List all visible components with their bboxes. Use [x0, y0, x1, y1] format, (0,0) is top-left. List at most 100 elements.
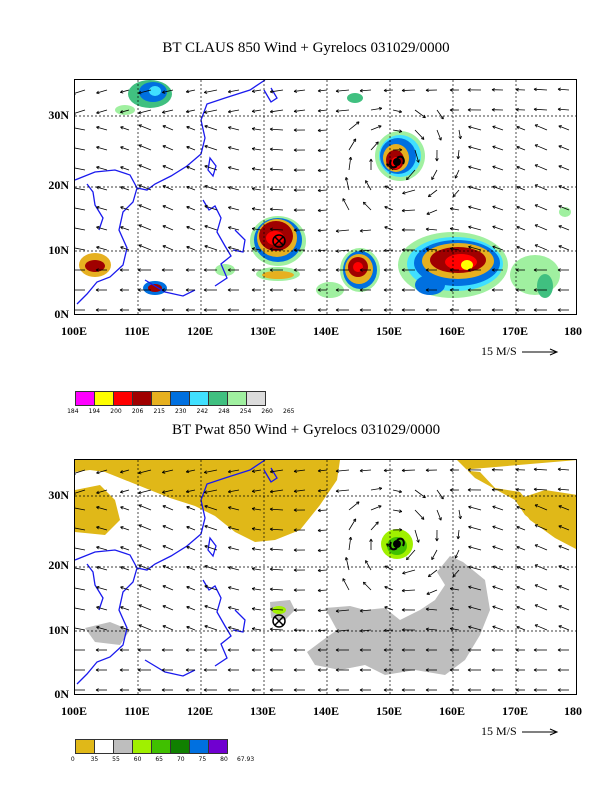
wind-vector-head	[416, 160, 419, 163]
wind-vector	[534, 204, 548, 211]
wind-vector	[138, 224, 152, 231]
wind-vector-head	[203, 268, 207, 271]
wind-vector	[162, 605, 174, 611]
wind-vector-head	[468, 125, 472, 127]
wind-vector-head	[120, 566, 123, 570]
wind-vector-head	[516, 626, 519, 630]
wind-vector-head	[383, 630, 387, 633]
wind-vector	[360, 89, 372, 92]
colorbar-label: 242	[196, 408, 209, 415]
wind-vector-head	[468, 606, 471, 609]
wind-vector-head	[95, 688, 99, 691]
wind-vector-head	[269, 669, 273, 672]
wind-vector-head	[352, 518, 356, 521]
wind-vector	[204, 89, 218, 93]
wind-vector-head	[378, 486, 382, 489]
wind-vector	[468, 246, 482, 251]
wind-vector	[228, 606, 240, 611]
wind-vector-head	[449, 228, 453, 231]
wind-vector	[383, 629, 394, 631]
wind-vector	[450, 228, 460, 231]
wind-vector-head	[251, 508, 255, 511]
wind-vector-head	[460, 515, 462, 519]
wind-vector	[431, 549, 438, 560]
wind-vector-head	[251, 188, 255, 191]
wind-vector-head	[359, 668, 363, 671]
wind-vector-head	[335, 109, 339, 112]
wind-vector-head	[335, 648, 339, 651]
wind-vector	[186, 146, 196, 151]
wind-vector-head	[420, 518, 425, 520]
wind-vector-head	[138, 472, 142, 475]
wind-vector-head	[204, 604, 208, 607]
wind-vector-head	[363, 201, 367, 204]
colorbar-label: 60	[133, 756, 142, 763]
wind-vector-head	[425, 269, 429, 272]
wind-vector-head	[449, 309, 453, 312]
colorbar-swatch	[113, 391, 133, 406]
wind-vector-head	[317, 628, 321, 631]
wind-vector-head	[449, 588, 453, 591]
wind-vector	[558, 545, 570, 551]
wind-vector	[450, 588, 460, 591]
wind-vector-head	[401, 648, 405, 651]
wind-vector-head	[450, 587, 454, 589]
wind-vector	[294, 89, 306, 92]
wind-vector	[75, 469, 86, 474]
wind-vector	[228, 146, 240, 151]
wind-vector-head	[293, 668, 297, 671]
wind-vector-head	[204, 244, 208, 247]
wind-vector-head	[186, 126, 189, 130]
wind-vector-head	[203, 688, 207, 691]
wind-vector-head	[251, 228, 255, 231]
wind-vector-head	[425, 268, 429, 271]
wind-vector-head	[359, 648, 363, 651]
colorbar-label: 265	[283, 408, 295, 415]
wind-vector	[120, 246, 130, 251]
wind-vector	[228, 89, 240, 93]
wind-vector-head	[344, 557, 347, 561]
wind-vector-head	[186, 91, 190, 94]
wind-vector	[558, 88, 570, 91]
wind-vector-head	[204, 92, 208, 94]
wind-vector-head	[162, 245, 166, 249]
wind-vector-head	[516, 546, 519, 550]
wind-vector	[162, 109, 174, 113]
wind-vector-head	[435, 158, 438, 162]
wind-vector-head	[120, 90, 123, 93]
panel1-map	[74, 79, 577, 315]
wind-vector-head	[348, 156, 352, 160]
wind-vector-head	[557, 308, 561, 311]
wind-vector-head	[425, 627, 429, 630]
wind-vector	[162, 585, 174, 591]
wind-vector-head	[96, 246, 99, 250]
wind-vector-head	[449, 268, 453, 271]
wind-vector-head	[204, 125, 208, 129]
wind-vector-head	[317, 510, 321, 513]
wind-vector-head	[227, 288, 231, 291]
wind-vector-head	[185, 648, 189, 651]
wind-vector-head	[418, 539, 420, 543]
wind-vector	[363, 581, 372, 591]
wind-vector-head	[293, 188, 297, 191]
wind-vector-head	[491, 289, 495, 292]
wind-vector	[186, 226, 196, 231]
wind-vector-head	[185, 89, 189, 93]
wind-vector-head	[335, 689, 339, 692]
wind-vector	[336, 469, 350, 472]
wind-vector	[384, 606, 394, 611]
wind-vector-head	[251, 227, 256, 229]
wind-vector-head	[534, 524, 538, 528]
wind-vector	[75, 167, 86, 171]
colorbar-swatch	[94, 391, 114, 406]
wind-vector-head	[228, 226, 232, 228]
wind-vector	[162, 469, 174, 473]
wind-vector-head	[228, 246, 231, 250]
wind-vector-head	[161, 648, 165, 651]
wind-vector-head	[96, 492, 100, 495]
wind-vector-head	[401, 229, 405, 232]
wind-vector	[468, 566, 482, 571]
wind-vector-head	[557, 487, 561, 490]
wind-vector-head	[269, 668, 273, 671]
wind-vector-head	[401, 628, 405, 631]
